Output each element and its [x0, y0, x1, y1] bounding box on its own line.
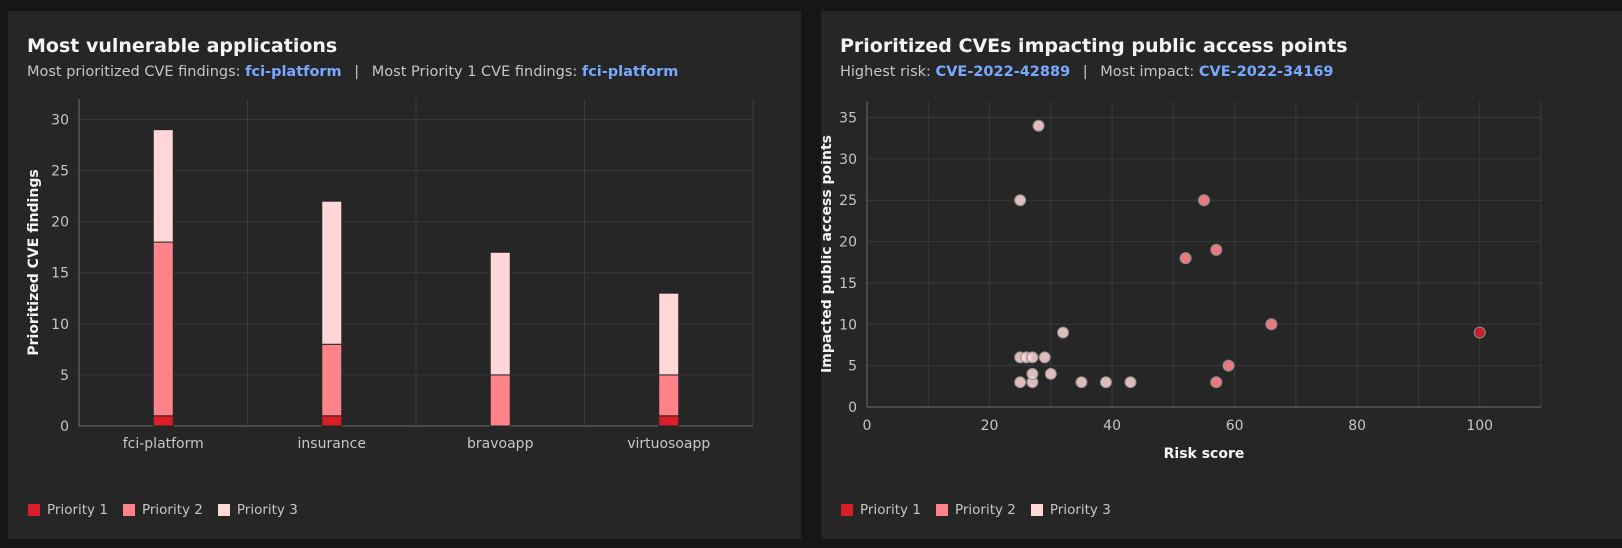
legend-item-priority-1[interactable]: Priority 1 [27, 502, 108, 518]
scatter-point-priority-3[interactable] [1124, 376, 1137, 389]
x-tick-label: 100 [1466, 418, 1493, 434]
scatter-point-priority-3[interactable] [1057, 326, 1070, 339]
scatter-point-priority-2[interactable] [1179, 252, 1192, 265]
legend-item-priority-3[interactable]: Priority 3 [1029, 502, 1111, 518]
x-tick-label: bravoapp [467, 436, 534, 452]
y-axis-label: Prioritized CVE findings [26, 169, 42, 355]
most-prioritized-app-link[interactable]: fci-platform [245, 64, 342, 80]
bar-chart: 0 5 10 15 20 25 30 fci-platform insurance bravoap… [26, 99, 754, 452]
legend-label: Priority 3 [236, 502, 298, 518]
y-axis-label: Impacted public access points [821, 135, 835, 373]
bar-segment-priority-1[interactable] [658, 415, 680, 427]
priority-2-swatch [934, 503, 949, 517]
scatter-point-priority-3[interactable] [1032, 119, 1045, 132]
scatter-point-priority-3[interactable] [1014, 376, 1027, 389]
bar-chart-legend: Priority 1 Priority 2 Priority 3 [27, 502, 298, 518]
priority-2-swatch [121, 503, 136, 517]
priority-1-swatch [840, 503, 854, 517]
legend-item-priority-2[interactable]: Priority 2 [934, 502, 1016, 518]
y-tick-label: 30 [839, 152, 857, 168]
y-tick-label: 0 [848, 400, 857, 416]
scatter-point-priority-2[interactable] [1265, 318, 1278, 331]
y-tick-label: 10 [839, 317, 857, 333]
y-tick-label: 0 [60, 419, 69, 435]
priority-3-swatch [1029, 503, 1044, 517]
y-tick-label: 35 [839, 111, 857, 127]
x-tick-label: virtuosoapp [627, 436, 710, 452]
legend-item-priority-3[interactable]: Priority 3 [216, 502, 298, 518]
legend-item-priority-1[interactable]: Priority 1 [840, 502, 921, 518]
x-tick-label: 80 [1348, 418, 1366, 434]
x-axis-label: Risk score [1164, 446, 1245, 462]
scatter-point-priority-1[interactable] [1473, 326, 1486, 339]
x-tick-label: 40 [1103, 418, 1121, 434]
public-access-cves-panel: Prioritized CVEs impacting public access… [821, 11, 1622, 539]
x-tick-label: insurance [298, 436, 366, 452]
bar-segment-priority-3[interactable] [658, 292, 680, 376]
legend-label: Priority 2 [954, 502, 1016, 518]
most-priority1-app-link[interactable]: fci-platform [581, 64, 679, 80]
legend-label: Priority 2 [141, 502, 203, 518]
panel-title: Most vulnerable applications [27, 35, 338, 57]
subtitle-label-most-impact: Most impact: [1100, 64, 1195, 80]
subtitle-label-highest-risk: Highest risk: [840, 64, 931, 80]
y-tick-label: 20 [839, 235, 857, 251]
scatter-point-priority-2[interactable] [1210, 243, 1223, 256]
priority-1-swatch [27, 503, 41, 517]
vulnerable-apps-panel: Most vulnerable applications Most priori… [8, 11, 801, 539]
x-tick-label: fci-platform [123, 436, 204, 452]
subtitle-separator: | [354, 64, 360, 80]
panel-title: Prioritized CVEs impacting public access… [840, 35, 1348, 57]
subtitle-label-priority1: Most Priority 1 CVE findings: [371, 64, 578, 80]
y-tick-label: 25 [839, 193, 857, 209]
bar-segment-priority-2[interactable] [489, 374, 511, 427]
y-tick-label: 15 [51, 266, 69, 282]
scatter-chart: 0 5 10 15 20 25 30 35 0 20 40 60 80 100 Risk score Impa… [821, 101, 1542, 462]
x-tick-label: 60 [1226, 418, 1244, 434]
scatter-chart-legend: Priority 1 Priority 2 Priority 3 [840, 502, 1111, 518]
bar-segment-priority-2[interactable] [321, 343, 343, 417]
scatter-point-priority-2[interactable] [1198, 194, 1210, 207]
bar-segment-priority-2[interactable] [658, 374, 680, 417]
legend-label: Priority 3 [1049, 502, 1111, 518]
y-tick-label: 20 [51, 215, 69, 231]
x-tick-label: 20 [981, 418, 999, 434]
y-tick-label: 10 [51, 317, 69, 333]
priority-3-swatch [216, 503, 231, 517]
panel-subtitle: Highest risk: CVE-2022-42889 | Most impa… [840, 64, 1334, 80]
scatter-point-priority-3[interactable] [1014, 194, 1027, 207]
scatter-point-priority-3[interactable] [1026, 367, 1039, 380]
subtitle-label-prioritized: Most prioritized CVE findings: [27, 64, 241, 80]
legend-label: Priority 1 [47, 502, 108, 518]
scatter-point-priority-2[interactable] [1210, 376, 1223, 389]
scatter-point-priority-3[interactable] [1026, 351, 1039, 364]
scatter-point-priority-3[interactable] [1099, 376, 1112, 389]
bar-segment-priority-3[interactable] [152, 129, 174, 243]
bar-segment-priority-3[interactable] [321, 200, 343, 345]
y-tick-label: 15 [839, 276, 857, 292]
bar-segment-priority-2[interactable] [152, 241, 174, 417]
y-tick-label: 5 [60, 368, 69, 384]
bar-segment-priority-1[interactable] [152, 415, 174, 427]
scatter-point-priority-2[interactable] [1222, 359, 1235, 372]
legend-label: Priority 1 [860, 502, 921, 518]
legend-item-priority-2[interactable]: Priority 2 [121, 502, 203, 518]
y-tick-label: 5 [848, 359, 857, 375]
panel-subtitle: Most prioritized CVE findings: fci-platf… [27, 64, 678, 80]
y-tick-label: 25 [51, 164, 69, 180]
scatter-point-priority-3[interactable] [1075, 376, 1088, 389]
scatter-point-priority-3[interactable] [1038, 351, 1051, 364]
x-tick-label: 0 [863, 418, 872, 434]
scatter-point-priority-3[interactable] [1044, 367, 1057, 380]
highest-risk-cve-link[interactable]: CVE-2022-42889 [935, 64, 1071, 80]
subtitle-separator: | [1082, 64, 1088, 80]
bar-segment-priority-3[interactable] [489, 251, 511, 376]
most-impact-cve-link[interactable]: CVE-2022-34169 [1198, 64, 1334, 80]
bar-segment-priority-1[interactable] [321, 415, 343, 427]
y-tick-label: 30 [51, 112, 69, 128]
